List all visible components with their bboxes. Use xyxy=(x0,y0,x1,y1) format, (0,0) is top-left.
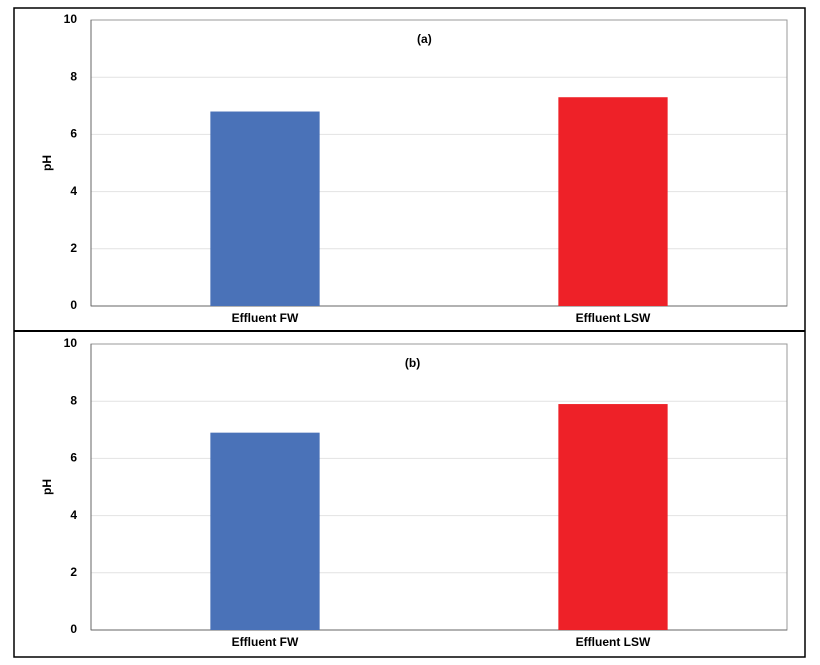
x-tick-label: Effluent FW xyxy=(232,311,299,325)
plot-frame xyxy=(90,343,788,631)
y-tick-label: 6 xyxy=(70,451,77,465)
bar xyxy=(558,404,668,630)
bar xyxy=(210,111,320,307)
bar xyxy=(558,97,668,306)
y-axis-label: pH xyxy=(40,479,54,495)
y-axis-label: pH xyxy=(40,155,54,171)
plot-frame xyxy=(90,19,788,307)
chart-title: (a) xyxy=(417,32,432,46)
y-tick-label: 0 xyxy=(70,298,77,312)
y-tick-label: 8 xyxy=(70,69,77,83)
y-tick-label: 10 xyxy=(64,336,78,350)
bar xyxy=(210,432,320,630)
y-tick-label: 8 xyxy=(70,393,77,407)
figure-border xyxy=(13,7,806,658)
y-tick-label: 0 xyxy=(70,622,77,636)
chart-title: (b) xyxy=(405,356,420,370)
x-tick-label: Effluent LSW xyxy=(576,311,651,325)
x-tick-label: Effluent FW xyxy=(232,635,299,649)
y-tick-label: 2 xyxy=(70,565,77,579)
y-tick-label: 2 xyxy=(70,241,77,255)
y-tick-label: 4 xyxy=(70,184,77,198)
y-tick-label: 4 xyxy=(70,508,77,522)
y-tick-label: 10 xyxy=(64,12,78,26)
x-tick-label: Effluent LSW xyxy=(576,635,651,649)
y-tick-label: 6 xyxy=(70,127,77,141)
